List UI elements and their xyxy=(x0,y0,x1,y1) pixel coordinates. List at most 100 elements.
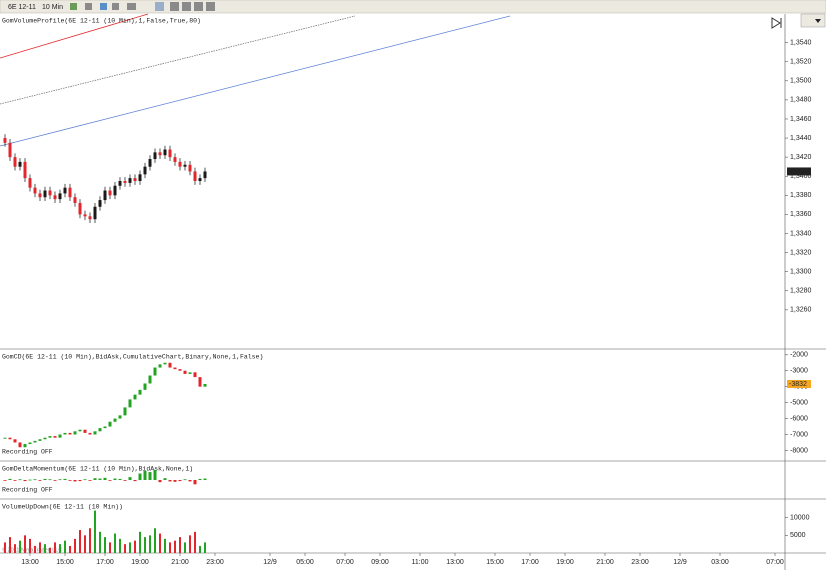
momentum-bar xyxy=(48,479,52,481)
pen-icon[interactable] xyxy=(85,3,92,10)
momentum-bar xyxy=(78,480,82,482)
x-tick-label: 15:00 xyxy=(56,559,74,566)
candle-body xyxy=(123,181,127,183)
layout-icon[interactable] xyxy=(155,2,164,11)
momentum-bar xyxy=(68,480,72,481)
panel-title: GomVolumeProfile(6E 12-11 (10 Min),1,Fal… xyxy=(2,18,201,25)
delta-bar xyxy=(98,428,102,432)
x-tick-label: 21:00 xyxy=(596,559,614,566)
momentum-bar xyxy=(43,478,47,480)
y-tick-label: 1,3380 xyxy=(790,192,812,199)
instrument-selector[interactable]: 6E 12-11 xyxy=(8,4,36,11)
y-tick-label: 1,3480 xyxy=(790,97,812,104)
layout-icon[interactable] xyxy=(194,2,203,11)
panel-menu[interactable] xyxy=(800,13,826,28)
volume-bar xyxy=(194,531,196,553)
interval-selector[interactable]: 10 Min xyxy=(42,4,63,11)
y-tick-label: -6000 xyxy=(790,415,808,422)
y-tick-label: 1,3460 xyxy=(790,116,812,123)
momentum-bar xyxy=(118,478,122,480)
candle-body xyxy=(128,178,132,183)
scroll-end-button[interactable] xyxy=(771,17,782,29)
y-tick-label: 5000 xyxy=(790,532,806,539)
volume-bar xyxy=(139,531,141,553)
y-tick-label: 1,3520 xyxy=(790,59,812,66)
delta-bar xyxy=(38,439,42,441)
delta-bar xyxy=(43,437,47,440)
candle-body xyxy=(33,187,37,194)
candle-body xyxy=(18,161,22,167)
candle-body xyxy=(178,161,182,167)
volume-bar xyxy=(199,545,201,553)
layout-icon[interactable] xyxy=(170,2,179,11)
trend-line[interactable] xyxy=(0,15,511,147)
delta-bar xyxy=(188,372,192,374)
momentum-bar xyxy=(83,479,87,481)
layout-icon[interactable] xyxy=(182,2,191,11)
volume-bar xyxy=(164,538,166,553)
menu-arrow xyxy=(815,19,821,23)
delta-bar xyxy=(83,429,87,433)
x-tick-label: 19:00 xyxy=(131,559,149,566)
tool-icon[interactable] xyxy=(112,3,119,10)
momentum-bar xyxy=(88,480,92,481)
candle-body xyxy=(3,138,7,143)
crosshair-icon[interactable] xyxy=(127,3,136,10)
momentum-bar xyxy=(143,471,147,480)
candle-body xyxy=(43,190,47,198)
bars-icon[interactable] xyxy=(70,3,77,10)
x-tick-label: 17:00 xyxy=(96,559,114,566)
candle-body xyxy=(53,195,57,200)
delta-bar xyxy=(178,369,182,371)
volume-bar xyxy=(159,533,161,553)
candle-body xyxy=(183,164,187,167)
candle-body xyxy=(168,149,172,158)
momentum-bar xyxy=(28,479,32,481)
volume-bar xyxy=(124,544,126,553)
volume-bar xyxy=(144,537,146,553)
delta-bar xyxy=(123,407,127,416)
candle-body xyxy=(153,152,157,160)
y-tick-label: 1,3320 xyxy=(790,249,812,256)
toolbar-icons xyxy=(70,2,215,11)
volume-bar xyxy=(119,538,121,553)
trend-line[interactable] xyxy=(0,13,149,59)
draw-icon[interactable] xyxy=(100,3,107,10)
momentum-bar xyxy=(98,478,102,480)
volume-bar xyxy=(149,535,151,553)
candle-body xyxy=(28,178,32,188)
momentum-bar xyxy=(53,480,57,481)
x-tick-label: 12/9 xyxy=(263,559,277,566)
y-tick-label: -7000 xyxy=(790,431,808,438)
delta-bar xyxy=(48,436,52,438)
y-tick-label: 10000 xyxy=(790,515,810,522)
delta-bar xyxy=(68,432,72,435)
y-tick-label: 1,3440 xyxy=(790,135,812,142)
candle-body xyxy=(118,181,122,186)
volume-bar xyxy=(19,540,21,553)
delta-bar xyxy=(58,434,62,438)
candle-body xyxy=(58,193,62,200)
candle-body xyxy=(113,185,117,196)
delta-bar xyxy=(93,431,97,435)
volume-bar xyxy=(129,542,131,553)
momentum-bar xyxy=(73,480,77,482)
volume-bar xyxy=(14,544,16,553)
volume-bar xyxy=(84,535,86,553)
y-tick-label: 1,3360 xyxy=(790,211,812,218)
last-value-label: -3832 xyxy=(789,381,807,388)
candle-body xyxy=(138,174,142,181)
delta-bar xyxy=(53,436,57,438)
trend-line[interactable] xyxy=(0,15,356,105)
volume-bar xyxy=(69,545,71,553)
volume-bar xyxy=(44,544,46,553)
candle-body xyxy=(13,157,17,167)
delta-bar xyxy=(153,367,157,376)
momentum-bar xyxy=(8,478,12,480)
momentum-bar xyxy=(153,469,157,480)
momentum-bar xyxy=(128,477,132,480)
delta-bar xyxy=(13,439,17,443)
volume-bar xyxy=(24,535,26,553)
momentum-bar xyxy=(193,480,197,485)
layout-icon[interactable] xyxy=(206,2,215,11)
